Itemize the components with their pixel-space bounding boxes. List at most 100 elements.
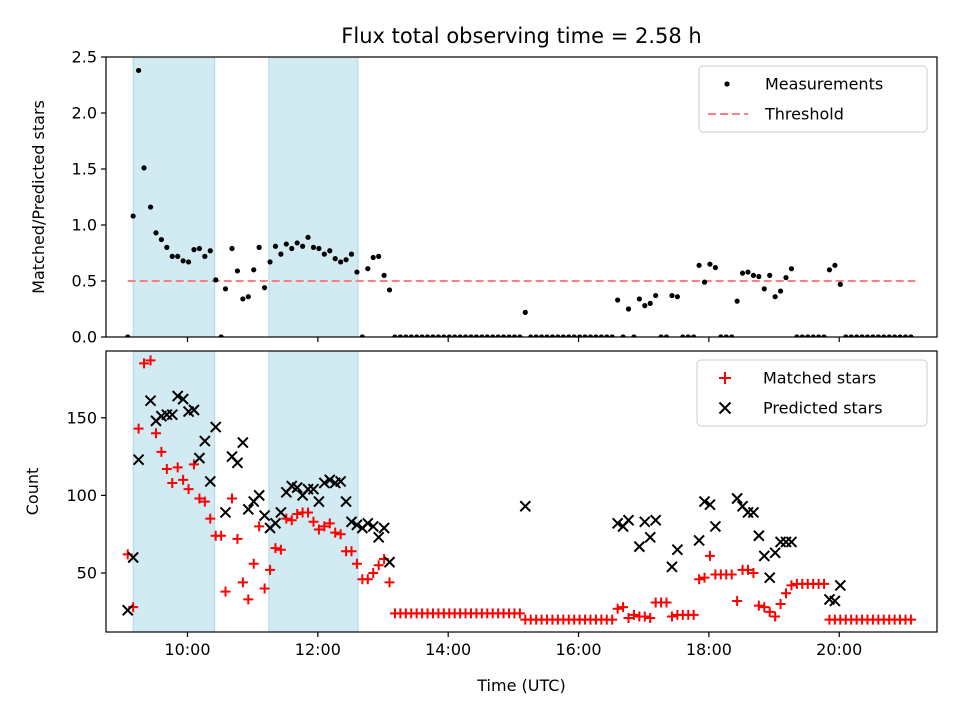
measurement-point — [685, 334, 691, 337]
measurement-point — [222, 286, 229, 292]
measurement-point — [761, 286, 767, 292]
predicted-point — [671, 544, 684, 556]
measurement-point — [414, 334, 420, 337]
measurement-point — [788, 266, 795, 272]
predicted-point — [253, 489, 265, 502]
measurement-point — [566, 334, 572, 337]
predicted-point — [383, 556, 396, 568]
star-count-panel: 50 100 150 10:00 12:00 14:00 16:00 18:00 20:00 Co… — [23, 350, 938, 695]
axes-frame — [105, 350, 938, 633]
matched-point — [514, 608, 525, 619]
predicted-point — [742, 506, 754, 519]
predicted-point — [231, 457, 244, 469]
predicted-point — [127, 551, 139, 564]
predicted-point — [769, 547, 781, 559]
predicted-point — [132, 453, 145, 466]
measurement-point — [213, 277, 219, 283]
flux-ratio-panel: 0.0 0.5 1.0 1.5 2.0 2.5 Flux total observing t… — [29, 24, 938, 347]
measurement-point — [218, 334, 224, 337]
measurement-point — [571, 334, 577, 337]
measurement-point — [805, 334, 811, 337]
y-axis-label: Matched/Predicted stars — [29, 100, 48, 294]
matched-point — [618, 602, 629, 613]
matched-point — [786, 580, 797, 591]
matched-point — [699, 572, 710, 583]
measurement-point — [533, 334, 539, 337]
measurement-point — [441, 334, 447, 337]
predicted-point — [704, 498, 716, 511]
measurement-point — [196, 245, 203, 252]
y-tick-label: 50 — [77, 564, 97, 583]
measurement-point — [468, 334, 474, 337]
legend-label: Measurements — [765, 75, 883, 94]
measurement-point — [175, 253, 181, 259]
matched-point — [133, 423, 144, 434]
matched-point — [243, 594, 254, 605]
measurement-point — [158, 236, 164, 243]
matched-point — [150, 428, 161, 439]
matched-point — [281, 513, 292, 524]
legend-marker — [724, 81, 730, 87]
measurement-point — [691, 334, 697, 337]
measurement-point — [479, 334, 485, 337]
measurement-point — [620, 334, 626, 337]
measurement-point — [826, 267, 833, 273]
measurement-point — [473, 334, 480, 337]
measurement-point — [767, 272, 773, 278]
measurement-point — [886, 334, 892, 337]
predicted-point — [237, 436, 249, 449]
measurement-point — [642, 303, 648, 309]
measurement-point — [794, 334, 800, 337]
chart-title: Flux total observing time = 2.58 h — [341, 24, 701, 48]
measurement-point — [604, 334, 610, 337]
predicted-point — [834, 579, 847, 592]
measurement-point — [310, 244, 317, 250]
measurement-point — [446, 334, 452, 337]
measurement-point — [864, 334, 871, 337]
predicted-point — [372, 531, 385, 544]
predicted-point — [644, 531, 656, 544]
measurement-point — [245, 294, 251, 300]
measurement-point — [859, 334, 865, 337]
predicted-point — [166, 408, 178, 421]
matched-point — [726, 569, 737, 580]
matched-point — [156, 446, 167, 457]
predicted-point — [649, 514, 662, 526]
measurement-point — [424, 334, 431, 337]
measurement-point — [625, 306, 632, 312]
predicted-point — [210, 421, 222, 433]
measurement-point — [734, 298, 740, 304]
measurement-point — [348, 251, 355, 257]
measurement-point — [490, 334, 496, 337]
measurement-point — [544, 334, 550, 337]
measurement-point — [256, 244, 262, 250]
matched-point — [694, 574, 705, 585]
measurement-point — [538, 334, 545, 337]
measurement-point — [560, 334, 566, 337]
measurement-point — [338, 259, 344, 265]
matched-point — [612, 603, 623, 614]
measurement-point — [376, 253, 382, 259]
y-axis-label: Count — [23, 468, 42, 516]
matched-point — [194, 493, 205, 504]
observing-window-2 — [268, 56, 359, 338]
matched-point — [254, 521, 265, 532]
measurement-point — [452, 334, 458, 337]
measurement-point — [500, 334, 507, 337]
measurement-point — [897, 334, 903, 337]
matched-point — [232, 533, 243, 544]
measurement-point — [832, 262, 838, 268]
measurement-point — [359, 334, 365, 337]
matched-point — [764, 606, 775, 617]
predicted-point — [177, 393, 189, 405]
predicted-point — [698, 495, 711, 508]
matched-stars-series — [122, 355, 916, 625]
measurement-point — [180, 258, 186, 264]
predicted-point — [269, 517, 282, 530]
measurement-point — [848, 334, 854, 337]
measurement-point — [777, 288, 784, 294]
measurement-point — [278, 251, 284, 257]
measurement-point — [229, 245, 235, 252]
measurement-point — [283, 241, 289, 247]
predicted-point — [362, 517, 374, 530]
